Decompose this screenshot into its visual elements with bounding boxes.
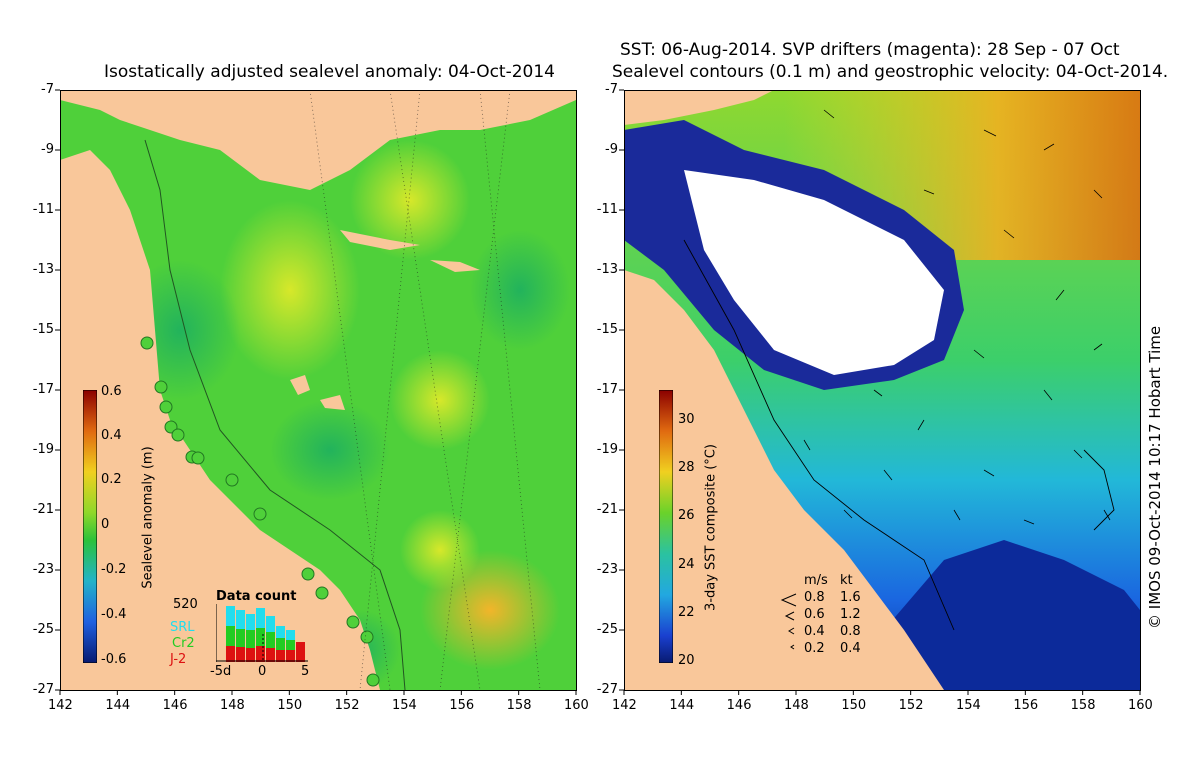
sl-tick-6: -0.6	[101, 652, 127, 667]
data-count-x-tick-0: -5d	[210, 664, 232, 679]
sst-colorbar	[659, 390, 673, 663]
left-map-y-tick-label: -19	[32, 442, 54, 457]
left-map-y-tick-label: -7	[41, 82, 54, 97]
right-map-x-tick-label: 152	[898, 698, 924, 713]
right-map-x-tick-label: 150	[841, 698, 867, 713]
right-map-y-tick-label: -19	[596, 442, 618, 457]
velocity-legend-kt-3: 0.4	[840, 641, 861, 656]
new-guinea-land	[60, 90, 576, 190]
data-count-j2: J-2	[170, 652, 187, 667]
right-map-y-tick-label: -21	[596, 502, 618, 517]
sealevel-anomaly-map	[60, 90, 576, 690]
left-map-y-tick-label: -21	[32, 502, 54, 517]
right-new-guinea-land	[624, 90, 774, 125]
left-map-y-tick-label: -13	[32, 262, 54, 277]
right-map-y-tick-label: -27	[596, 682, 618, 697]
right-map-y-tick-label: -25	[596, 622, 618, 637]
sl-tick-1: 0.4	[101, 428, 122, 443]
sst-tick-2: 26	[678, 508, 695, 523]
left-map-y-tick-label: -9	[41, 142, 54, 157]
right-map-x-tick-label: 144	[669, 698, 695, 713]
sst-tick-4: 22	[678, 605, 695, 620]
left-map-x-tick-label: 144	[105, 698, 131, 713]
sl-tick-3: 0	[101, 517, 110, 532]
right-map-y-tick-label: -15	[596, 322, 618, 337]
sst-tick-1: 28	[678, 460, 695, 475]
left-map-x-tick-label: 160	[564, 698, 589, 713]
right-map-title-line2: Sealevel contours (0.1 m) and geostrophi…	[612, 62, 1169, 82]
left-map-x-tick-label: 150	[277, 698, 303, 713]
velocity-legend-ms-0: 0.8	[804, 590, 825, 605]
velocity-legend-ms-header: m/s	[804, 573, 828, 588]
australia-land	[60, 150, 380, 690]
right-map-y-tick-label: -17	[596, 382, 618, 397]
velocity-legend-arrows	[780, 593, 797, 650]
sl-tick-0: 0.6	[101, 384, 122, 399]
left-map-y-tick-label: -17	[32, 382, 54, 397]
sst-tick-0: 30	[678, 412, 695, 427]
right-map-y-tick-label: -11	[596, 202, 618, 217]
left-map-y-tick-label: -15	[32, 322, 54, 337]
velocity-legend-kt-1: 1.2	[840, 607, 861, 622]
tide-gauge-markers	[140, 336, 380, 687]
cloud-mask	[684, 170, 944, 375]
right-map-y-tick-label: -9	[605, 142, 618, 157]
left-map-x-tick-label: 156	[449, 698, 475, 713]
velocity-legend-ms-2: 0.4	[804, 624, 825, 639]
geostrophic-velocity-arrows	[803, 109, 1111, 525]
right-map-x-tick-label: 156	[1013, 698, 1039, 713]
sl-tick-4: -0.2	[101, 562, 127, 577]
left-map-title: Isostatically adjusted sealevel anomaly:…	[104, 62, 555, 82]
right-map-y-tick-label: -7	[605, 82, 618, 97]
sst-tick-5: 20	[678, 653, 695, 668]
left-map-x-tick-label: 148	[220, 698, 245, 713]
left-map-y-tick-label: -11	[32, 202, 54, 217]
left-map-y-tick-label: -27	[32, 682, 54, 697]
velocity-legend-kt-0: 1.6	[840, 590, 861, 605]
velocity-legend-ms-3: 0.2	[804, 641, 825, 656]
sealevel-colorbar	[83, 390, 97, 663]
data-count-title: Data count	[216, 589, 297, 604]
data-count-x-tick-1: 0	[258, 664, 267, 679]
velocity-legend-kt-header: kt	[840, 573, 853, 588]
data-count-srl: SRL	[170, 620, 195, 635]
right-map-x-tick-label: 160	[1128, 698, 1153, 713]
right-map-x-tick-label: 158	[1070, 698, 1096, 713]
left-map-x-tick-label: 154	[392, 698, 417, 713]
left-map-y-tick-label: -23	[32, 562, 54, 577]
velocity-legend-ms-1: 0.6	[804, 607, 825, 622]
sst-tick-3: 24	[678, 557, 695, 572]
right-australia-land	[624, 270, 944, 690]
imos-credit: © IMOS 09-Oct-2014 10:17 Hobart Time	[1146, 325, 1164, 629]
data-count-max: 520	[173, 597, 198, 612]
right-map-x-tick-label: 148	[784, 698, 809, 713]
right-map-x-tick-label: 154	[956, 698, 981, 713]
data-count-histogram	[216, 604, 308, 662]
sl-tick-5: -0.4	[101, 607, 127, 622]
velocity-legend-kt-2: 0.8	[840, 624, 861, 639]
left-map-x-tick-label: 146	[162, 698, 188, 713]
right-map-x-tick-label: 142	[612, 698, 637, 713]
left-map-x-tick-label: 158	[506, 698, 532, 713]
right-map-y-tick-label: -23	[596, 562, 618, 577]
sl-tick-2: 0.2	[101, 472, 122, 487]
right-map-y-tick-label: -13	[596, 262, 618, 277]
left-map-x-tick-label: 152	[334, 698, 360, 713]
data-count-cr2: Cr2	[172, 636, 195, 651]
histogram-bars	[226, 606, 305, 662]
sst-map	[624, 90, 1140, 690]
right-map-x-tick-label: 146	[726, 698, 752, 713]
left-map-y-tick-label: -25	[32, 622, 54, 637]
left-map-x-tick-label: 142	[48, 698, 73, 713]
data-count-x-tick-2: 5	[301, 664, 310, 679]
right-map-title-line1: SST: 06-Aug-2014. SVP drifters (magenta)…	[620, 40, 1120, 60]
